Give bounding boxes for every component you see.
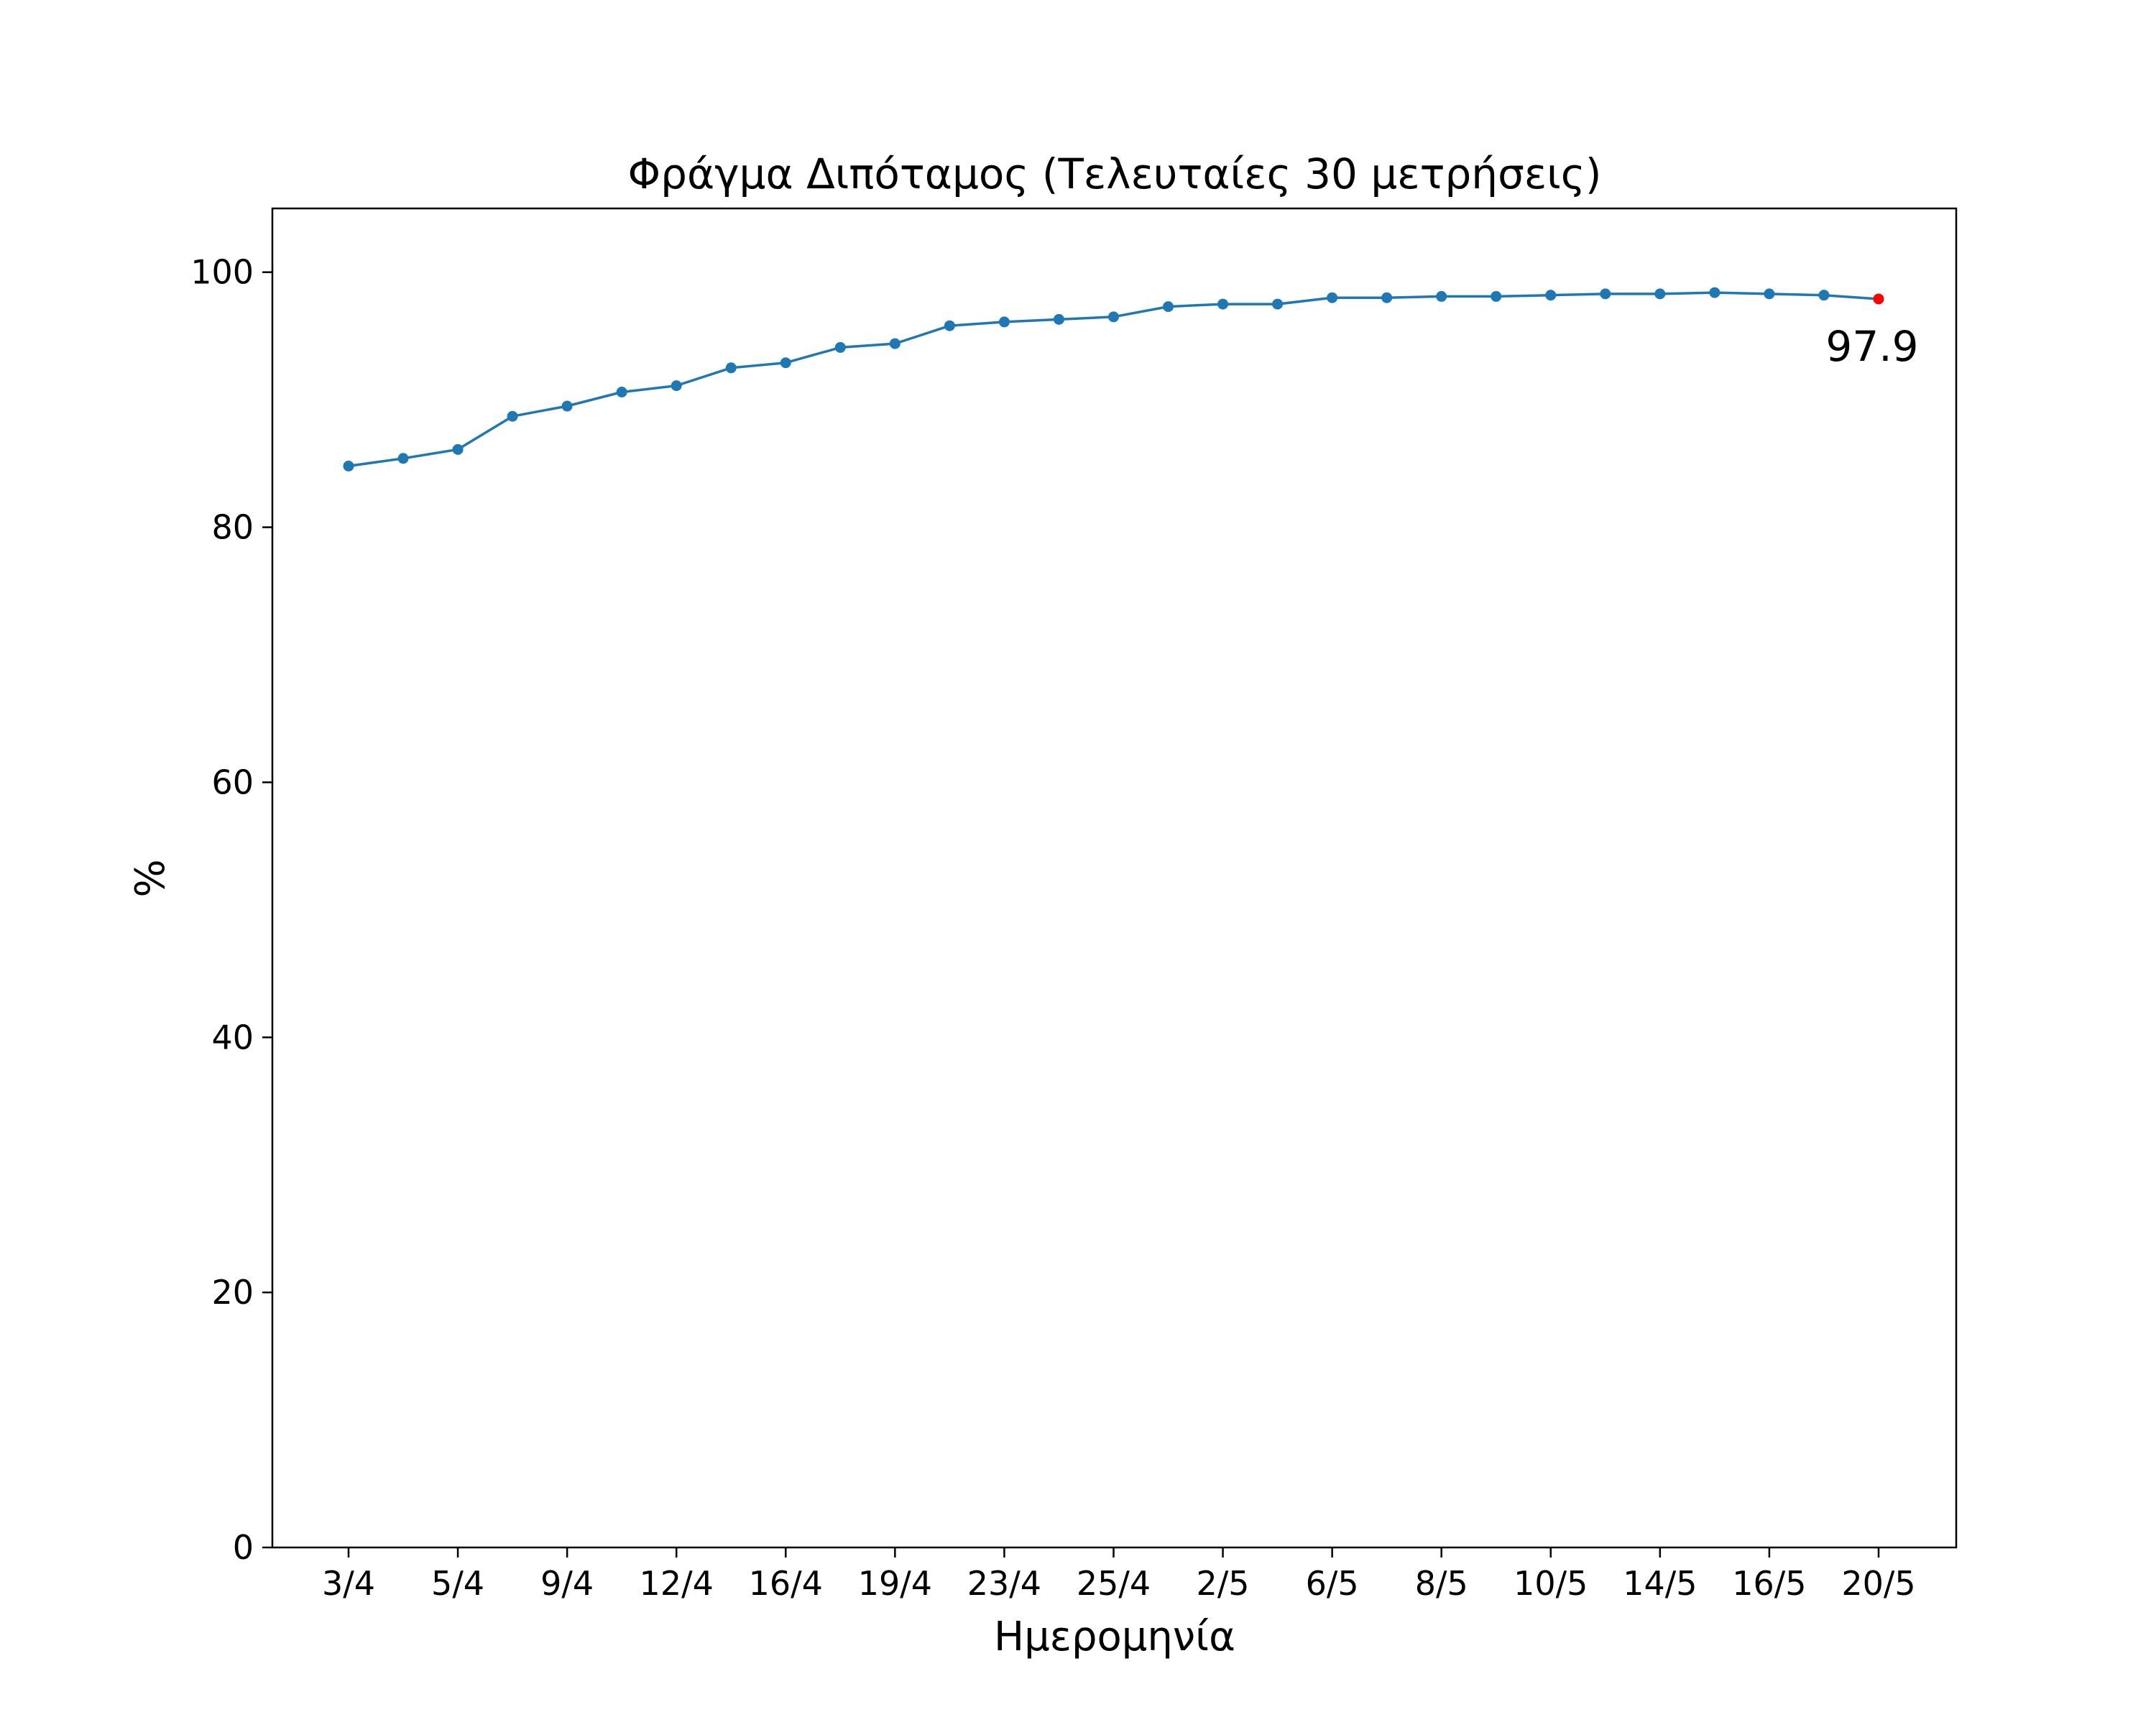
x-tick-label: 9/4 [540, 1564, 594, 1603]
data-point [944, 320, 955, 331]
x-tick-label: 19/4 [858, 1564, 932, 1603]
data-point [1600, 288, 1611, 300]
data-point [397, 453, 409, 464]
x-tick-label: 25/4 [1077, 1564, 1151, 1603]
y-axis-label: % [127, 859, 174, 897]
data-point [452, 443, 464, 455]
data-point [889, 338, 900, 349]
x-tick-label: 3/4 [322, 1564, 375, 1603]
data-point [1272, 298, 1284, 310]
data-point [1436, 290, 1447, 302]
data-point [780, 357, 791, 369]
data-point [834, 341, 846, 353]
data-point [507, 410, 518, 422]
x-tick-label: 10/5 [1514, 1564, 1588, 1603]
data-point [1764, 288, 1775, 300]
axes-frame [271, 207, 1958, 1549]
x-tick-label: 8/5 [1415, 1564, 1468, 1603]
data-point [725, 362, 737, 374]
x-tick-label: 5/4 [431, 1564, 484, 1603]
data-point [1491, 290, 1502, 302]
data-point [1381, 292, 1393, 303]
x-axis-label: Ημερομηνία [994, 1614, 1235, 1660]
data-point [998, 316, 1010, 328]
x-tick-label: 23/4 [967, 1564, 1041, 1603]
y-tick-label: 40 [211, 1018, 254, 1057]
data-point [1654, 288, 1666, 300]
y-tick-label: 100 [190, 253, 254, 292]
data-point [616, 386, 627, 397]
y-tick-label: 80 [211, 508, 254, 547]
data-point [561, 400, 573, 412]
y-tick-label: 0 [233, 1528, 254, 1567]
data-point [671, 380, 682, 392]
x-tick-label: 2/5 [1197, 1564, 1250, 1603]
data-point [1053, 313, 1064, 325]
x-tick-label: 6/5 [1306, 1564, 1359, 1603]
last-value-annotation: 97.9 [1825, 322, 1918, 371]
data-point [1818, 290, 1830, 301]
data-point [1545, 290, 1557, 301]
data-point [1709, 287, 1720, 298]
x-tick-label: 20/5 [1841, 1564, 1915, 1603]
data-point [1108, 311, 1119, 323]
chart-title: Φράγμα Διπόταμος (Τελευταίες 30 μετρήσει… [628, 150, 1602, 198]
data-point [1163, 301, 1174, 313]
data-point [343, 460, 354, 472]
x-tick-label: 16/4 [749, 1564, 823, 1603]
x-tick-label: 16/5 [1732, 1564, 1806, 1603]
data-point [1217, 298, 1229, 310]
data-point [1327, 292, 1338, 303]
y-tick-label: 60 [211, 763, 254, 801]
x-tick-label: 14/5 [1623, 1564, 1697, 1603]
last-data-point [1873, 293, 1884, 305]
y-tick-label: 20 [211, 1273, 254, 1312]
x-tick-label: 12/4 [640, 1564, 714, 1603]
plot-area: 0 20 40 60 80 100 3/4 5/4 9/4 12/4 16/4 19/4 23/4 25/… [190, 253, 1915, 1603]
